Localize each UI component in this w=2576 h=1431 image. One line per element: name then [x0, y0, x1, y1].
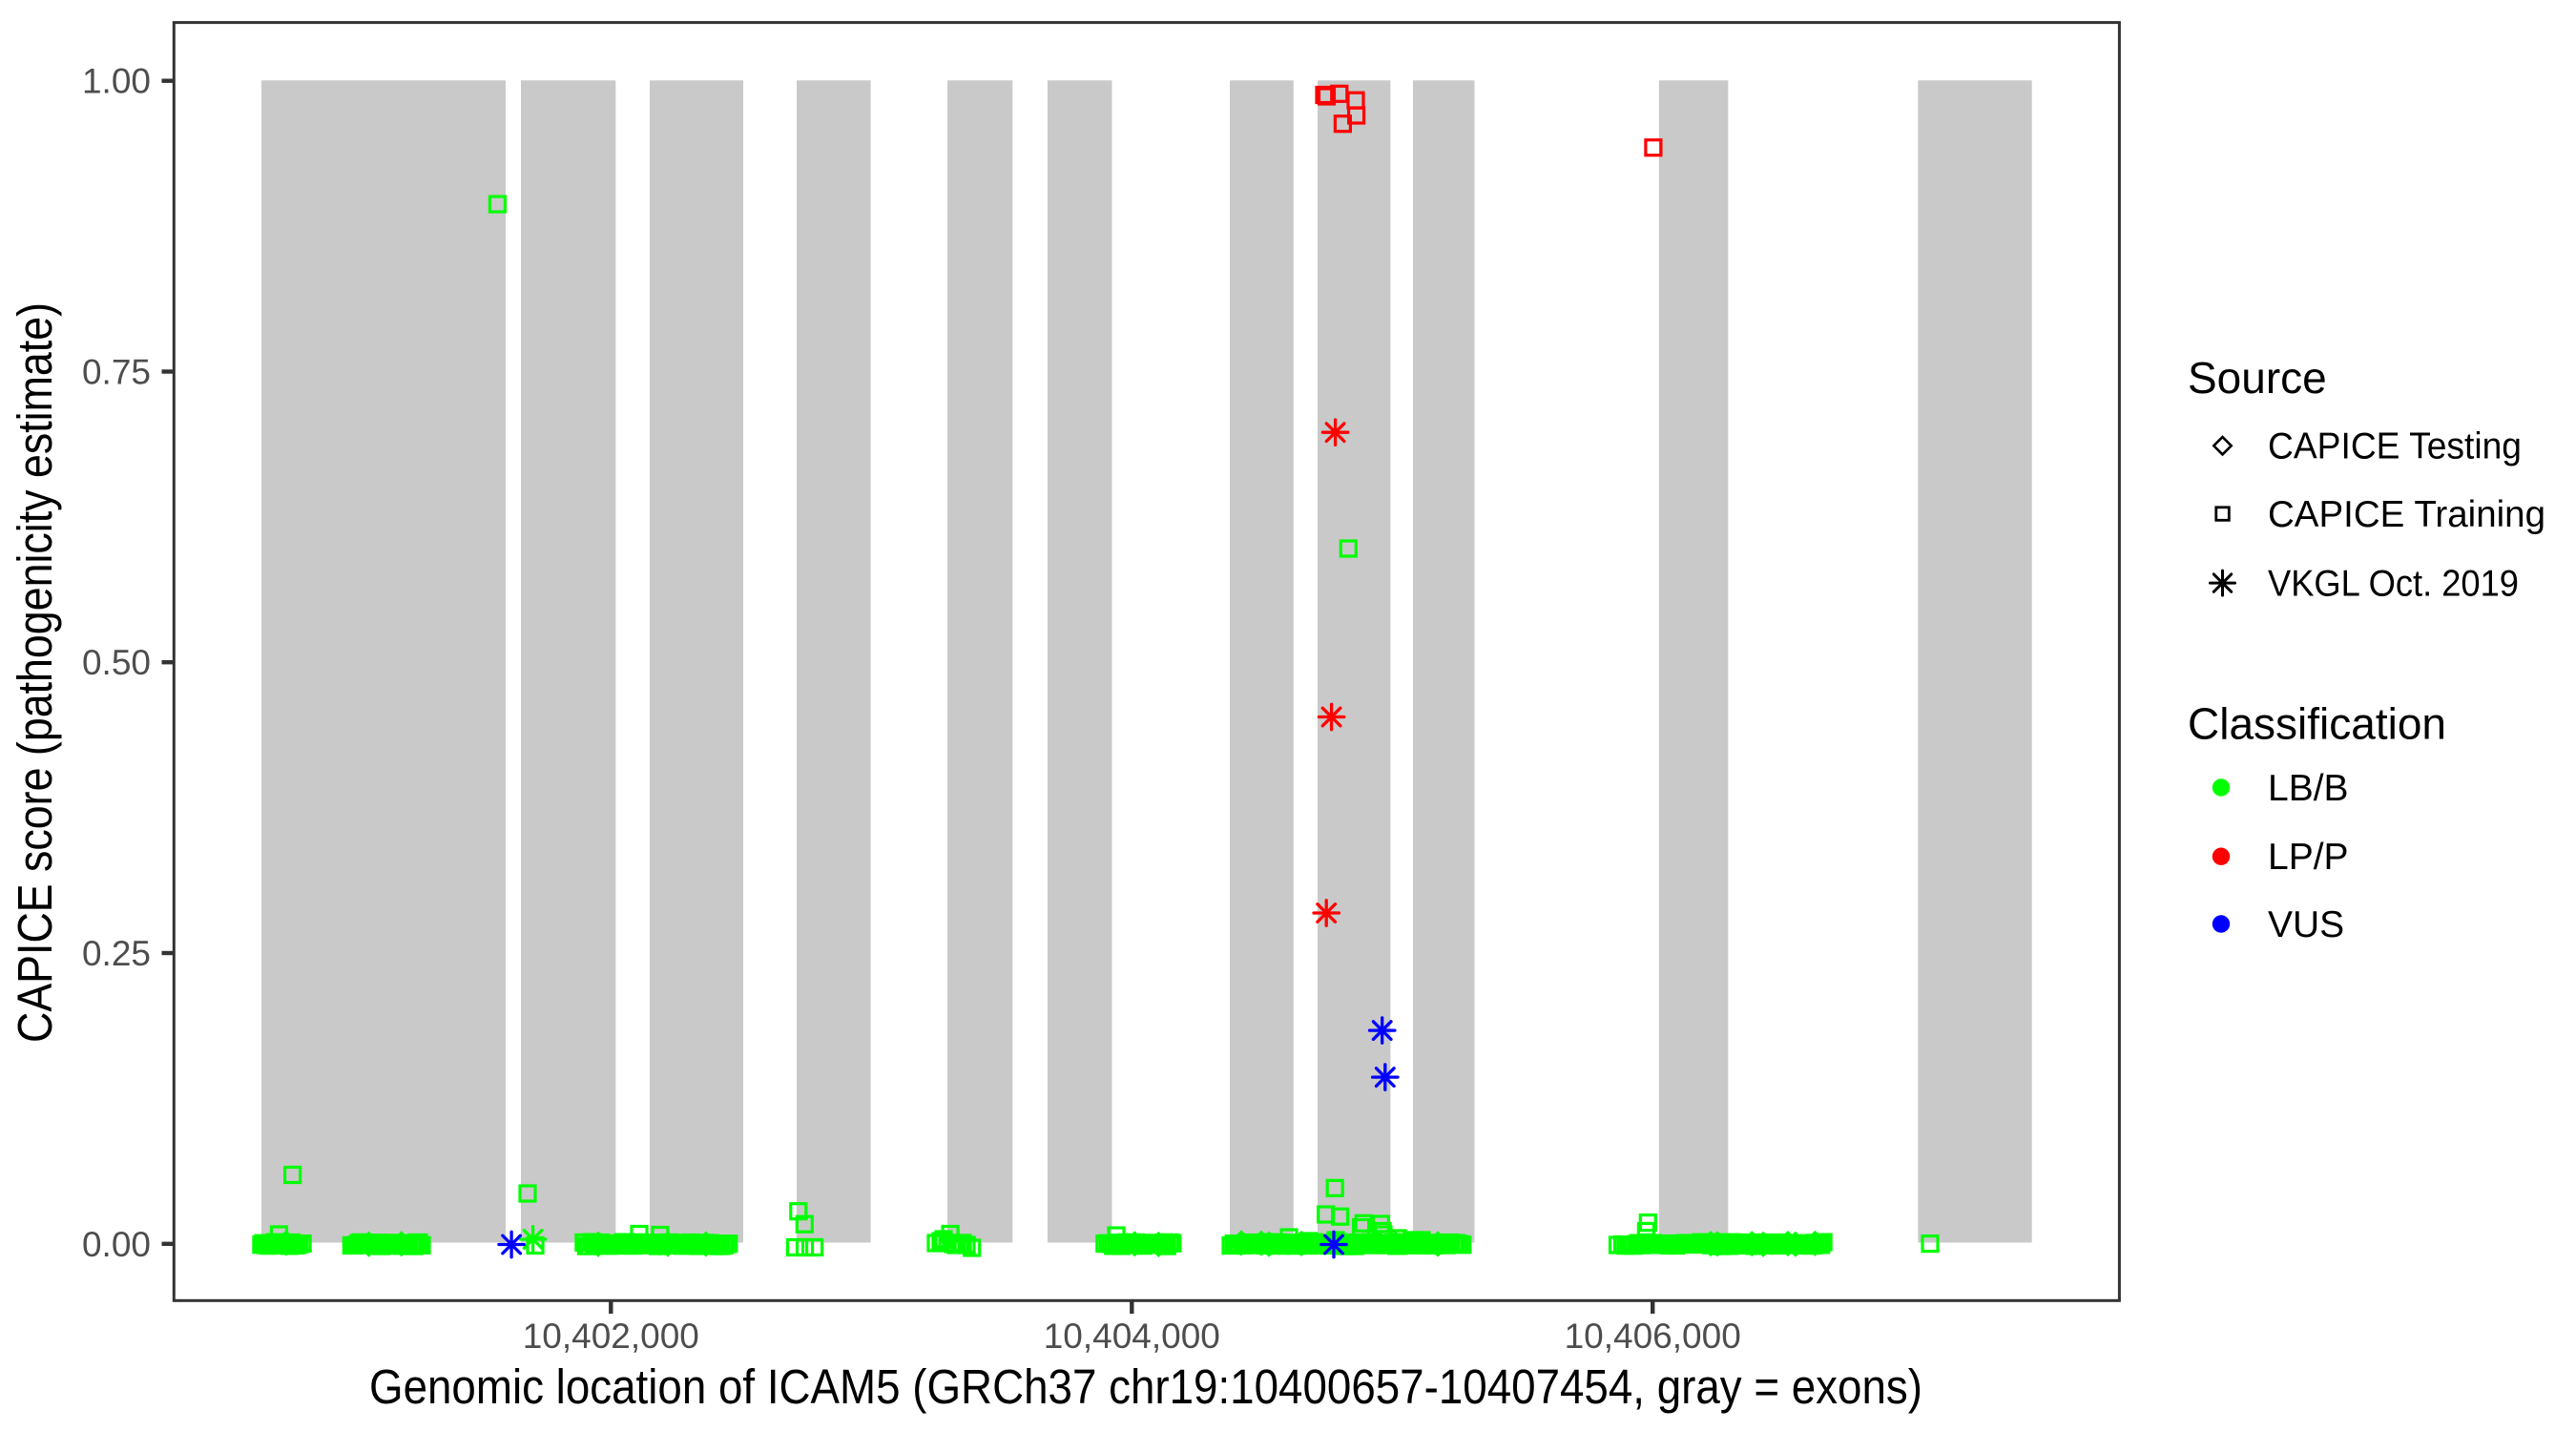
svg-text:Classification: Classification — [2188, 699, 2446, 749]
svg-text:10,402,000: 10,402,000 — [523, 1317, 699, 1356]
svg-text:VUS: VUS — [2268, 904, 2344, 945]
svg-text:0.50: 0.50 — [82, 643, 151, 682]
svg-text:LB/B: LB/B — [2268, 768, 2349, 809]
svg-text:0.25: 0.25 — [82, 934, 151, 973]
svg-text:Genomic location of ICAM5 (GRC: Genomic location of ICAM5 (GRCh37 chr19:… — [369, 1359, 1922, 1414]
svg-text:CAPICE Training: CAPICE Training — [2268, 494, 2545, 535]
svg-text:CAPICE Testing: CAPICE Testing — [2268, 426, 2522, 467]
svg-text:LP/P: LP/P — [2268, 837, 2349, 878]
svg-text:10,406,000: 10,406,000 — [1565, 1317, 1741, 1356]
svg-text:0.75: 0.75 — [82, 353, 151, 392]
svg-text:VKGL Oct. 2019: VKGL Oct. 2019 — [2268, 564, 2519, 605]
svg-text:1.00: 1.00 — [82, 62, 151, 101]
svg-text:Source: Source — [2188, 353, 2327, 403]
svg-text:CAPICE score (pathogenicity es: CAPICE score (pathogenicity estimate) — [8, 302, 62, 1043]
svg-text:10,404,000: 10,404,000 — [1044, 1317, 1220, 1356]
svg-text:0.00: 0.00 — [82, 1225, 151, 1264]
